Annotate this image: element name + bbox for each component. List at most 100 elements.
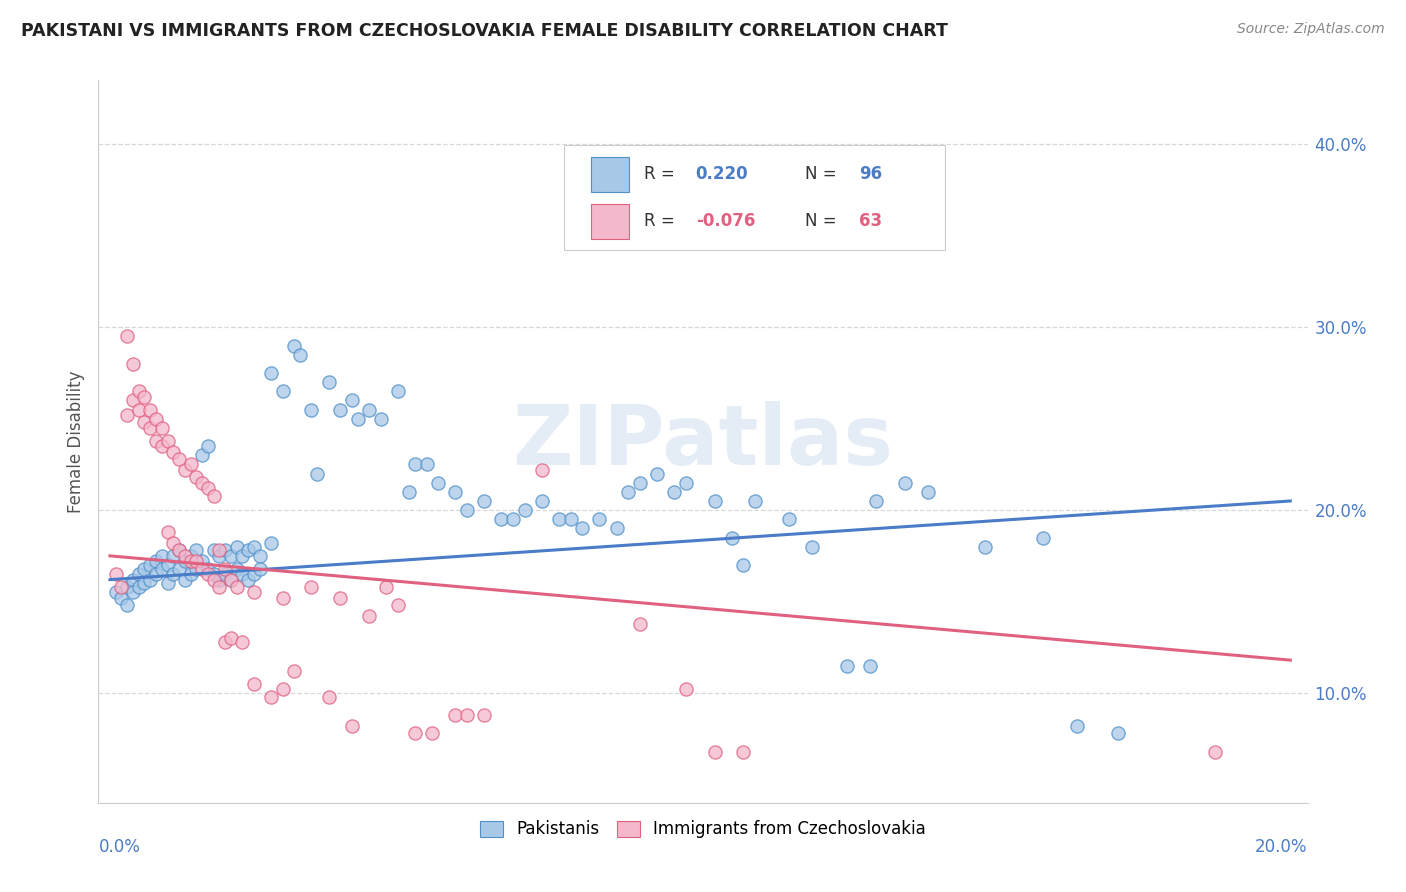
Text: R =: R = <box>644 165 679 183</box>
Point <box>219 549 242 563</box>
Point <box>202 488 225 502</box>
Point <box>260 690 283 704</box>
Point <box>104 567 127 582</box>
Point <box>139 421 162 435</box>
Point <box>162 549 184 563</box>
Point <box>115 580 138 594</box>
Point <box>122 393 145 408</box>
Point <box>214 562 236 576</box>
Point <box>156 434 179 448</box>
Point <box>236 543 259 558</box>
Point <box>1107 726 1129 740</box>
Point <box>162 444 184 458</box>
Point <box>243 585 266 599</box>
Point <box>422 726 444 740</box>
Point <box>128 384 150 399</box>
Point <box>288 348 311 362</box>
Point <box>801 540 824 554</box>
Point <box>530 494 553 508</box>
Point <box>128 402 150 417</box>
Point <box>340 719 363 733</box>
Point <box>398 484 420 499</box>
Point <box>346 411 368 425</box>
Point <box>156 576 179 591</box>
Point <box>375 580 398 594</box>
Point <box>329 402 352 417</box>
Point <box>186 554 208 568</box>
Point <box>197 439 219 453</box>
Point <box>173 573 195 587</box>
Point <box>456 708 478 723</box>
Point <box>173 554 195 568</box>
Point <box>733 558 755 572</box>
Point <box>128 580 150 594</box>
Point <box>110 580 132 594</box>
Point <box>186 543 208 558</box>
Point <box>283 664 305 678</box>
Point <box>675 475 697 490</box>
Text: 96: 96 <box>859 165 882 183</box>
Point <box>173 463 195 477</box>
Point <box>318 375 340 389</box>
Point <box>513 503 536 517</box>
Point <box>472 708 495 723</box>
Point <box>150 549 173 563</box>
Point <box>214 635 236 649</box>
Text: N =: N = <box>804 165 841 183</box>
Point <box>1066 719 1088 733</box>
Text: 0.220: 0.220 <box>696 165 748 183</box>
Point <box>186 562 208 576</box>
Point <box>444 708 467 723</box>
Point <box>122 585 145 599</box>
Text: 0.0%: 0.0% <box>98 838 141 855</box>
Point <box>456 503 478 517</box>
Point <box>134 390 156 404</box>
Point <box>162 536 184 550</box>
Point <box>387 384 409 399</box>
Point <box>167 451 190 466</box>
Point <box>231 549 253 563</box>
Point <box>197 567 219 582</box>
Point <box>214 543 236 558</box>
Point <box>162 567 184 582</box>
Point <box>191 554 214 568</box>
Point <box>243 567 266 582</box>
Point <box>225 580 247 594</box>
Point <box>180 458 202 472</box>
Point <box>134 415 156 429</box>
Point <box>236 573 259 587</box>
Point <box>104 585 127 599</box>
Point <box>225 540 247 554</box>
Text: ZIPatlas: ZIPatlas <box>513 401 893 482</box>
Point <box>628 616 651 631</box>
FancyBboxPatch shape <box>591 157 630 192</box>
Point <box>156 558 179 572</box>
Point <box>733 745 755 759</box>
Point <box>243 677 266 691</box>
Point <box>150 562 173 576</box>
Point <box>197 481 219 495</box>
Point <box>156 525 179 540</box>
Point <box>778 512 800 526</box>
Point <box>617 484 640 499</box>
Text: 63: 63 <box>859 212 882 230</box>
Point <box>645 467 668 481</box>
Point <box>271 384 294 399</box>
Point <box>744 494 766 508</box>
Text: -0.076: -0.076 <box>696 212 755 230</box>
Point <box>628 475 651 490</box>
Point <box>231 567 253 582</box>
Point <box>404 458 426 472</box>
Point <box>307 467 329 481</box>
Point <box>115 599 138 613</box>
Point <box>249 549 271 563</box>
Point <box>150 421 173 435</box>
Point <box>167 562 190 576</box>
Point <box>197 562 219 576</box>
Point <box>110 591 132 605</box>
Point <box>134 576 156 591</box>
Point <box>387 599 409 613</box>
Point <box>283 338 305 352</box>
Point <box>1032 531 1054 545</box>
Point <box>491 512 513 526</box>
